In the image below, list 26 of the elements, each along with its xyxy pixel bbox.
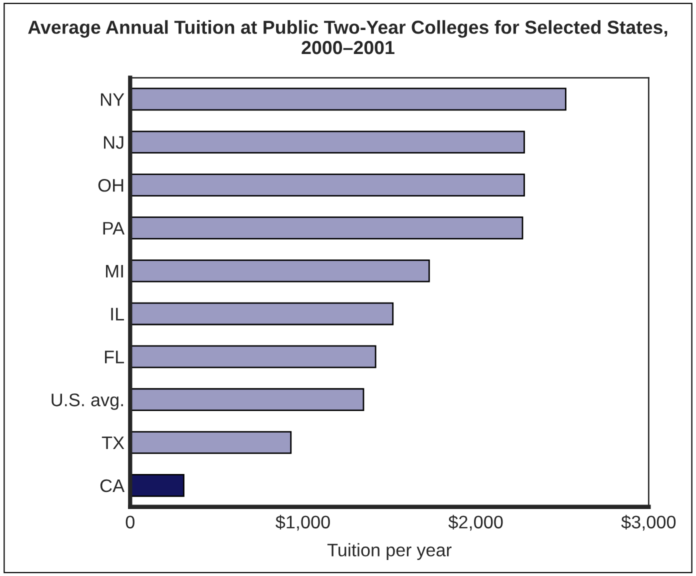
bar (130, 130, 525, 154)
bar (130, 259, 430, 282)
x-tick-label: $3,000 (621, 514, 676, 531)
bar (130, 174, 525, 196)
x-tick-label: $2,000 (448, 514, 503, 531)
bar (130, 88, 566, 111)
y-tick-label: NJ (104, 136, 124, 149)
chart-title: Average Annual Tuition at Public Two-Year Colleges for Selected States, 2000–2001 (28, 20, 668, 54)
x-tick-label: 0 (126, 516, 134, 528)
x-axis-title: Tuition per year (327, 543, 452, 560)
y-tick-label: MI (106, 264, 123, 278)
bar (130, 431, 292, 454)
y-tick-label: U.S. avg. (52, 394, 123, 410)
y-tick-label: CA (100, 479, 125, 492)
bar (130, 345, 376, 368)
y-tick-label: PA (103, 222, 125, 234)
bar (130, 474, 184, 497)
bar (130, 302, 394, 326)
x-tick-label: $1,000 (276, 514, 330, 531)
y-tick-label: NY (100, 93, 124, 106)
y-tick-label: OH (98, 178, 124, 192)
y-tick-label: FL (105, 350, 124, 364)
y-tick-label: TX (102, 436, 124, 450)
y-tick-label: IL (111, 308, 124, 320)
bar (130, 216, 524, 240)
bar (130, 388, 364, 412)
